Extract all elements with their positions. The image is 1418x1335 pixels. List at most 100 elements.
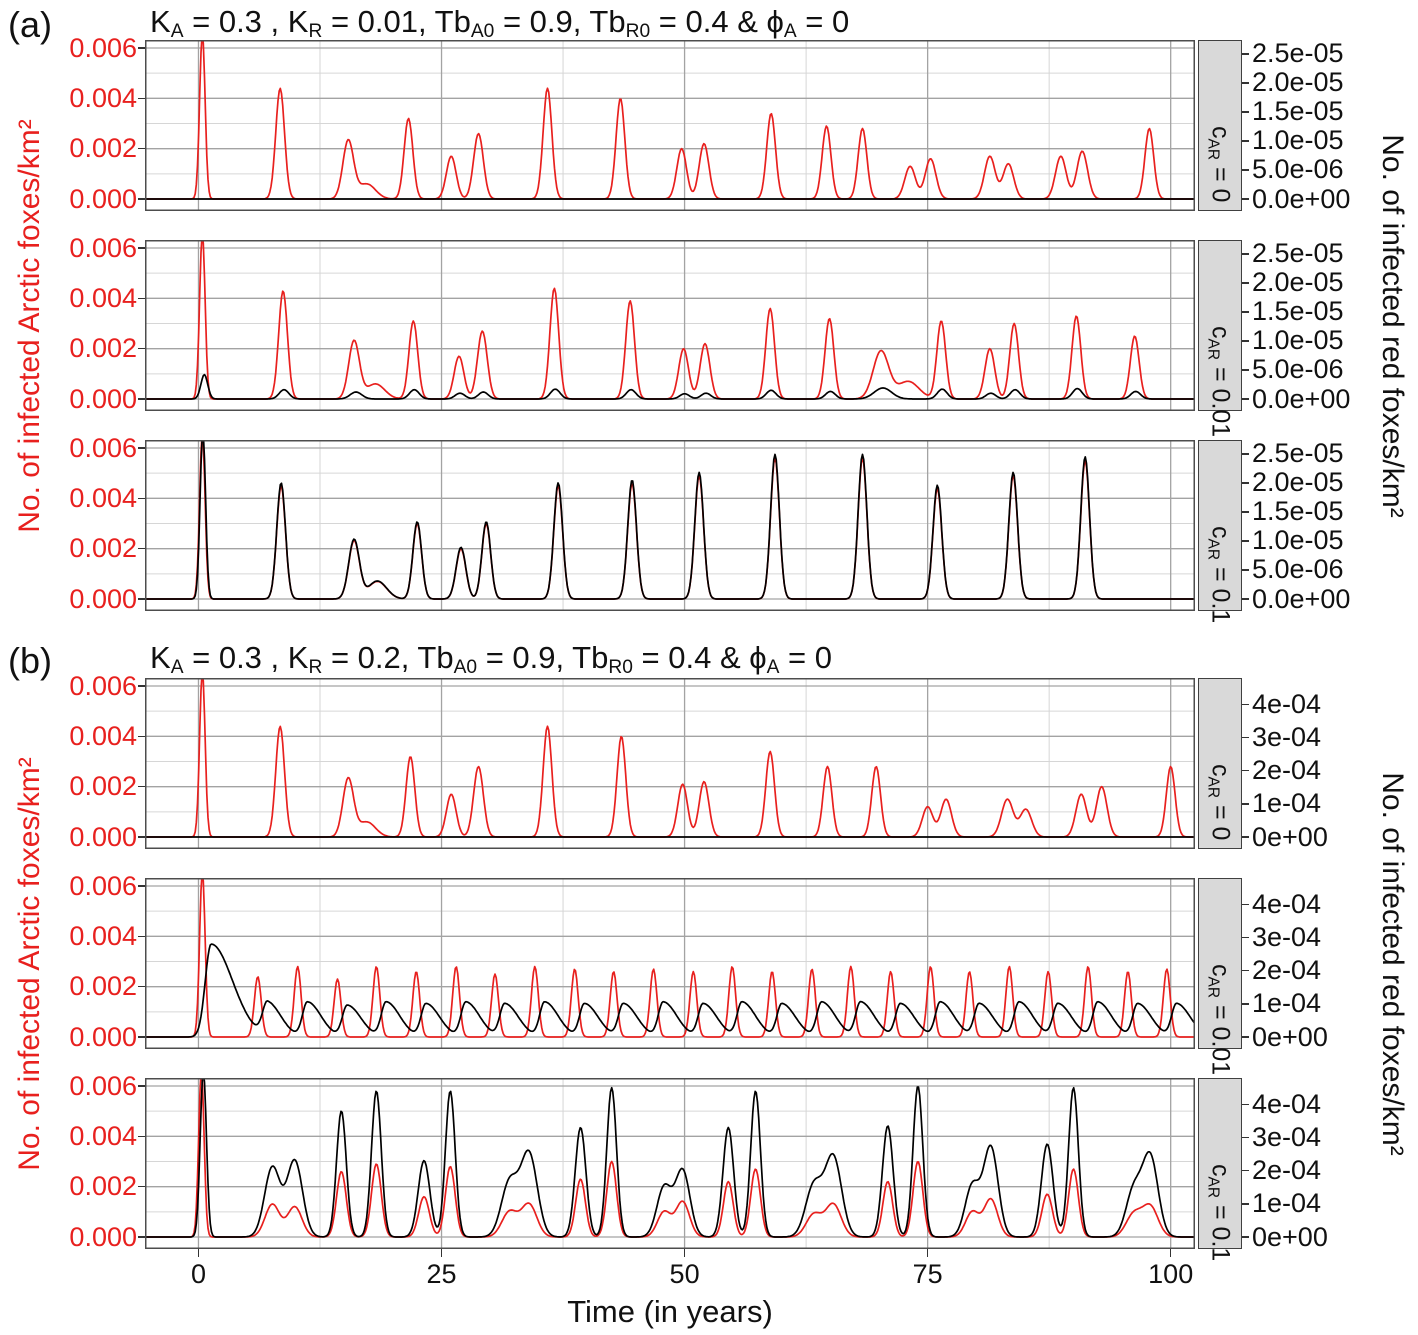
- left-tick-mark: [138, 735, 145, 738]
- right-tick-mark: [1242, 1003, 1249, 1005]
- left-tick-mark: [138, 885, 145, 887]
- text-segment: R0: [608, 657, 633, 679]
- left-tick-mark: [138, 1135, 145, 1138]
- series-red-foxes: [145, 440, 1195, 600]
- text-segment: AR: [1204, 538, 1222, 560]
- left-tick-label: 0.000: [69, 183, 137, 214]
- text-segment: c: [1206, 325, 1235, 339]
- right-tick-label: 0e+00: [1252, 1221, 1328, 1252]
- x-tick-mark: [926, 1249, 929, 1257]
- x-tick-label: 25: [426, 1259, 457, 1289]
- left-tick-label: 0.004: [69, 482, 137, 513]
- series-red-foxes: [145, 1078, 1195, 1238]
- gridlines: [145, 440, 1195, 611]
- left-tick-label: 0.002: [69, 771, 137, 802]
- text-segment: c: [1206, 525, 1235, 539]
- right-tick-label: 0.0e+00: [1252, 383, 1351, 414]
- facet-strip: cAR = 0.1: [1198, 440, 1242, 623]
- right-tick-mark: [1242, 1136, 1249, 1139]
- text-segment: = 0: [1206, 797, 1235, 840]
- series-arctic-foxes: [145, 878, 1195, 1038]
- panel-border: [145, 240, 1195, 411]
- text-segment: A: [170, 21, 184, 43]
- right-tick-mark: [1242, 53, 1249, 55]
- left-tick-label: 0.002: [69, 133, 137, 164]
- subplot-b-row3: [145, 1078, 1195, 1249]
- subplot-b-row1: [145, 678, 1195, 849]
- right-tick-label: 1.5e-05: [1252, 96, 1344, 127]
- right-tick-mark: [1242, 1036, 1249, 1038]
- right-tick-label: 1e-04: [1252, 988, 1322, 1019]
- right-tick-label: 3e-04: [1252, 921, 1322, 952]
- right-tick-label: 4e-04: [1252, 688, 1322, 719]
- text-segment: AR: [1204, 138, 1222, 160]
- left-tick-label: 0.000: [69, 821, 137, 852]
- left-tick-mark: [138, 785, 145, 788]
- left-tick-label: 0.002: [69, 1171, 137, 1202]
- subplot-a-row3: [145, 440, 1195, 611]
- right-tick-mark: [1242, 111, 1249, 113]
- left-tick-mark: [138, 547, 145, 550]
- text-segment: = 0.4 & ϕ: [650, 4, 784, 39]
- text-segment: AR: [1204, 976, 1222, 998]
- subplot-b-row2: [145, 878, 1195, 1049]
- right-tick-label: 2.0e-05: [1252, 467, 1344, 498]
- x-tick-mark: [683, 1249, 686, 1257]
- right-tick-mark: [1242, 369, 1249, 371]
- x-tick-label: 100: [1148, 1259, 1194, 1289]
- left-tick-mark: [138, 1085, 145, 1087]
- panel-border: [145, 1078, 1195, 1249]
- right-tick-mark: [1242, 253, 1249, 255]
- right-tick-mark: [1242, 482, 1249, 484]
- left-tick-mark: [138, 598, 145, 600]
- left-tick-mark: [138, 97, 145, 100]
- panel-b-title: KA = 0.3 , KR = 0.2, TbA0 = 0.9, TbR0 = …: [150, 640, 832, 679]
- right-tick-label: 3e-04: [1252, 1121, 1322, 1152]
- right-tick-mark: [1242, 1169, 1249, 1172]
- left-tick-label: 0.002: [69, 333, 137, 364]
- gridlines: [145, 1078, 1195, 1249]
- text-segment: = 0.3 , K: [183, 4, 309, 39]
- right-tick-label: 2.5e-05: [1252, 438, 1344, 469]
- text-segment: R: [308, 21, 323, 43]
- text-segment: AR: [1204, 338, 1222, 360]
- left-tick-label: 0.004: [69, 282, 137, 313]
- right-tick-label: 3e-04: [1252, 721, 1322, 752]
- text-segment: c: [1206, 963, 1235, 977]
- left-tick-mark: [138, 935, 145, 938]
- text-segment: = 0: [779, 640, 832, 675]
- gridlines: [145, 240, 1195, 411]
- right-tick-label: 2.0e-05: [1252, 67, 1344, 98]
- text-segment: = 0.1: [1206, 1197, 1235, 1261]
- series-red-foxes: [145, 943, 1195, 1038]
- left-tick-mark: [138, 147, 145, 150]
- left-tick-label: 0.000: [69, 1221, 137, 1252]
- x-tick-mark: [440, 1249, 443, 1257]
- left-tick-label: 0.000: [69, 583, 137, 614]
- left-tick-label: 0.006: [69, 32, 137, 63]
- text-segment: = 0.1: [1206, 559, 1235, 623]
- panel-border: [145, 440, 1195, 611]
- text-segment: c: [1206, 763, 1235, 777]
- right-tick-mark: [1242, 1236, 1249, 1238]
- left-tick-label: 0.004: [69, 82, 137, 113]
- facet-strip: cAR = 0.01: [1198, 240, 1242, 437]
- panel-b-tag: (b): [8, 640, 52, 681]
- right-tick-mark: [1242, 1103, 1249, 1105]
- right-tick-mark: [1242, 1203, 1249, 1205]
- text-segment: A: [766, 657, 780, 679]
- left-tick-label: 0.004: [69, 720, 137, 751]
- right-tick-label: 1e-04: [1252, 788, 1322, 819]
- text-segment: A: [170, 657, 184, 679]
- x-tick-label: 75: [912, 1259, 943, 1289]
- right-tick-label: 1.5e-05: [1252, 296, 1344, 327]
- right-tick-label: 2e-04: [1252, 755, 1322, 786]
- text-segment: = 0.01: [1206, 359, 1235, 437]
- left-tick-mark: [138, 685, 145, 687]
- text-segment: = 0.01: [1206, 997, 1235, 1075]
- right-tick-label: 1.0e-05: [1252, 525, 1344, 556]
- right-tick-mark: [1242, 340, 1249, 342]
- right-tick-label: 5.0e-06: [1252, 554, 1344, 585]
- text-segment: = 0.3 , K: [183, 640, 309, 675]
- right-tick-label: 2.0e-05: [1252, 267, 1344, 298]
